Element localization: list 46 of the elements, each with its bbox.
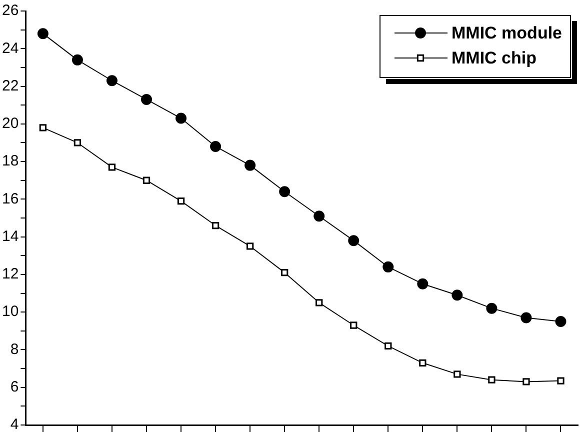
y-tick-label: 8 <box>10 340 19 358</box>
point <box>281 268 288 276</box>
point <box>246 242 254 250</box>
point <box>210 140 222 152</box>
point <box>244 160 256 171</box>
point <box>141 94 152 105</box>
point <box>177 197 185 205</box>
point <box>176 112 187 124</box>
point <box>520 312 532 324</box>
y-tick-label: 14 <box>2 228 19 245</box>
point <box>522 378 530 386</box>
y-tick-label: 18 <box>2 152 19 170</box>
point <box>417 278 428 290</box>
y-tick-label: 16 <box>2 190 19 208</box>
point <box>419 359 426 366</box>
point <box>142 176 150 184</box>
point <box>486 302 498 314</box>
point <box>212 222 220 230</box>
y-tick-label: 12 <box>2 266 19 283</box>
point <box>384 342 392 350</box>
point <box>454 370 461 378</box>
point <box>108 164 116 171</box>
point <box>39 124 47 132</box>
y-tick-label: 6 <box>10 378 19 396</box>
point <box>316 299 323 306</box>
point <box>488 376 496 384</box>
point <box>74 139 82 146</box>
point <box>382 261 394 272</box>
y-tick-label: 20 <box>2 115 19 132</box>
point <box>72 54 83 66</box>
point <box>350 322 358 329</box>
point <box>37 28 48 40</box>
point <box>279 186 290 198</box>
point <box>555 316 566 327</box>
y-tick-label: 26 <box>2 2 19 20</box>
point <box>314 210 325 222</box>
point <box>348 235 360 246</box>
point <box>106 75 118 86</box>
legend-label: MMIC module <box>452 24 562 43</box>
y-tick-label: 22 <box>2 77 19 94</box>
y-tick-label: 4 <box>10 416 19 434</box>
y-tick-label: 10 <box>2 303 19 320</box>
point <box>557 377 564 384</box>
legend-label: MMIC chip <box>452 48 537 68</box>
point <box>452 290 463 301</box>
y-tick-label: 24 <box>2 40 19 57</box>
